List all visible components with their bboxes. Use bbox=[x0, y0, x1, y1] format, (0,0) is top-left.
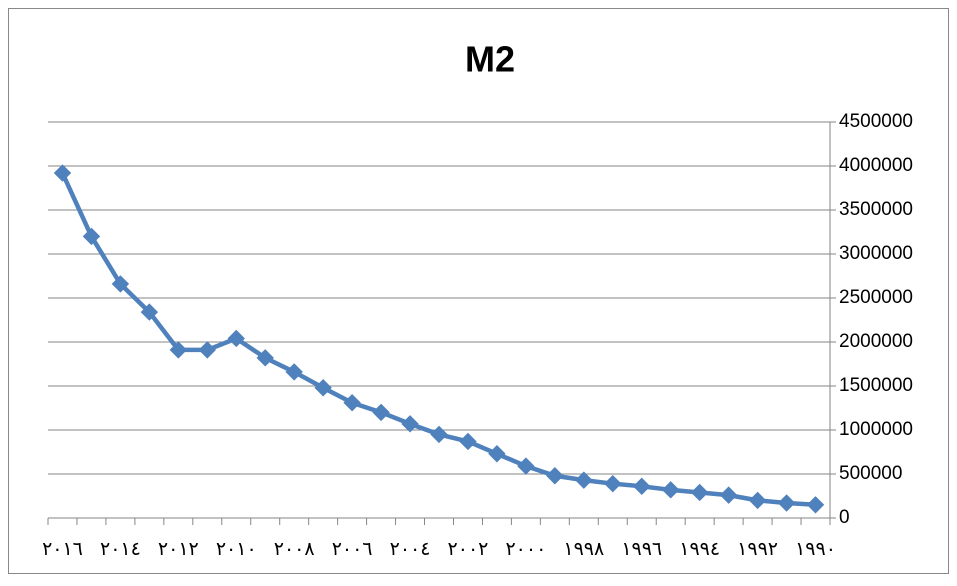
point-marker bbox=[488, 445, 506, 463]
y-tick-label: 3000000 bbox=[839, 243, 913, 264]
point-marker bbox=[256, 349, 274, 367]
y-tick-label: 2000000 bbox=[839, 331, 913, 352]
x-tick-label: ١٩٩٢ bbox=[737, 539, 778, 560]
y-tick-label: 4500000 bbox=[839, 111, 913, 132]
point-marker bbox=[604, 474, 622, 493]
point-marker bbox=[661, 481, 680, 499]
point-marker bbox=[430, 425, 448, 444]
y-tick-label: 4000000 bbox=[839, 155, 913, 176]
x-tick-label: ١٩٩٠ bbox=[795, 539, 836, 560]
point-marker bbox=[459, 432, 477, 451]
point-marker bbox=[401, 415, 419, 433]
point-marker bbox=[285, 363, 303, 381]
point-marker bbox=[82, 227, 101, 246]
y-tick-label: 2500000 bbox=[839, 287, 913, 308]
point-marker bbox=[517, 457, 535, 475]
chart-frame bbox=[8, 8, 949, 574]
y-tick-label: 0 bbox=[839, 507, 850, 528]
chart-title: M2 bbox=[465, 39, 515, 80]
point-marker bbox=[169, 341, 188, 359]
x-tick-label: ١٩٩٨ bbox=[563, 539, 604, 560]
point-marker bbox=[140, 303, 159, 321]
point-marker bbox=[111, 275, 130, 293]
x-tick-label: ٢٠١٤ bbox=[100, 539, 141, 560]
x-tick-label: ٢٠٠٤ bbox=[390, 539, 431, 560]
x-tick-label: ٢٠٠٦ bbox=[332, 539, 373, 560]
x-tick-label: ١٩٩٤ bbox=[679, 539, 720, 560]
point-marker bbox=[633, 477, 651, 496]
point-marker bbox=[719, 486, 738, 504]
point-marker bbox=[575, 471, 593, 489]
point-marker bbox=[806, 496, 825, 514]
point-marker bbox=[314, 379, 332, 397]
point-marker bbox=[372, 403, 390, 422]
point-marker bbox=[53, 164, 72, 182]
point-marker bbox=[748, 491, 767, 510]
x-tick-label: ٢٠٠٨ bbox=[274, 539, 315, 560]
point-marker bbox=[690, 483, 709, 502]
y-tick-label: 500000 bbox=[839, 463, 902, 484]
point-marker bbox=[343, 394, 361, 412]
point-marker bbox=[227, 329, 245, 348]
y-tick-label: 1500000 bbox=[839, 375, 913, 396]
y-tick-label: 1000000 bbox=[839, 419, 913, 440]
point-marker bbox=[777, 494, 796, 512]
x-tick-label: ٢٠٠٠ bbox=[505, 539, 546, 560]
x-tick-label: ٢٠١٦ bbox=[42, 539, 83, 560]
x-tick-label: ٢٠١٠ bbox=[216, 539, 257, 560]
x-tick-label: ٢٠١٢ bbox=[158, 539, 199, 560]
y-tick-label: 3500000 bbox=[839, 199, 913, 220]
x-tick-label: ٢٠٠٢ bbox=[448, 539, 489, 560]
point-marker bbox=[546, 467, 564, 485]
point-marker bbox=[198, 341, 217, 359]
x-tick-label: ١٩٩٦ bbox=[621, 539, 662, 560]
